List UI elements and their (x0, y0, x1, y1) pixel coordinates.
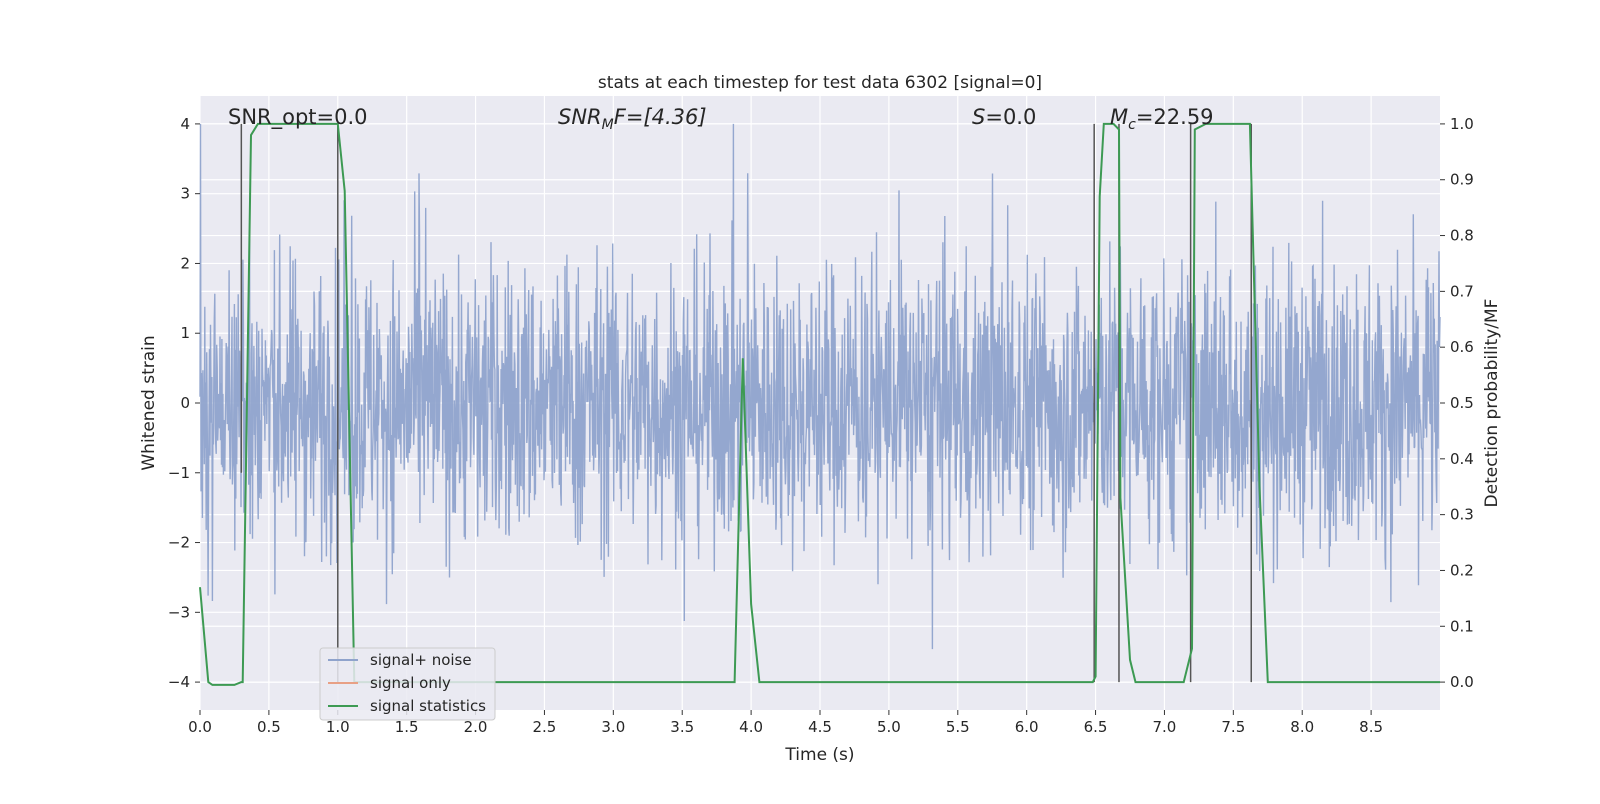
legend: signal+ noise signal only signal statist… (319, 647, 496, 721)
x-tick-label: 3.5 (670, 718, 694, 736)
signal-noise-line (199, 123, 1441, 650)
annotation-s-label: S (972, 105, 985, 129)
y2-tick-label: 0.2 (1450, 561, 1474, 579)
chart-title: stats at each timestep for test data 630… (598, 73, 1042, 93)
signal-statistics-line (199, 122, 1440, 686)
x-tick-label: 5.5 (946, 718, 970, 736)
tick-labels: 0.0 0.5 1.0 1.5 2.0 2.5 3.0 3.5 4.0 4.5 5.0 5.5 6.0 6… (168, 115, 1474, 736)
y2-tick-label: 0.5 (1450, 394, 1474, 412)
y2-tick-label: 0.0 (1450, 673, 1474, 691)
x-axis-label: Time (s) (784, 745, 854, 765)
y2-tick-label: 1.0 (1450, 115, 1474, 133)
x-tick-label: 7.0 (1153, 718, 1177, 736)
legend-label-signal-statistics: signal statistics (370, 697, 486, 715)
annotation-snr-mf-rest: F=[4.36] (614, 105, 707, 129)
y-tick-label: −1 (168, 464, 190, 482)
annotation-mc-sub: c (1128, 117, 1136, 133)
annotation-mc-main: M (1110, 105, 1128, 129)
y-tick-label: −4 (168, 673, 190, 691)
annotation-s: S=0.0 (972, 105, 1036, 129)
x-tick-label: 3.0 (601, 718, 625, 736)
x-tick-label: 1.5 (395, 718, 419, 736)
y-tick-label: −2 (168, 534, 190, 552)
x-tick-label: 6.5 (1084, 718, 1108, 736)
y-tick-label: −3 (168, 603, 190, 621)
legend-label-signal-noise: signal+ noise (370, 651, 472, 669)
y2-tick-label: 0.3 (1450, 506, 1474, 524)
x-tick-label: 1.0 (326, 718, 350, 736)
y2-axis-label: Detection probability/MF (1482, 299, 1502, 508)
x-tick-label: 5.0 (877, 718, 901, 736)
legend-label-signal-only: signal only (370, 674, 451, 692)
annotation-mc: Mc=22.59 (1110, 105, 1214, 133)
x-tick-label: 4.0 (739, 718, 763, 736)
x-tick-label: 8.5 (1359, 718, 1383, 736)
annotation-snr-mf-main: SNR (558, 105, 602, 129)
y2-tick-label: 0.4 (1450, 450, 1474, 468)
annotation-s-rest: =0.0 (985, 105, 1036, 129)
y-tick-label: 3 (180, 185, 190, 203)
x-tick-label: 0.0 (188, 718, 212, 736)
x-tick-label: 2.0 (464, 718, 488, 736)
annotation-mc-rest: =22.59 (1136, 105, 1214, 129)
y2-tick-label: 0.6 (1450, 338, 1474, 356)
y-tick-label: 4 (180, 115, 190, 133)
annotation-snr-mf: SNRMF=[4.36] (558, 105, 707, 133)
y-tick-label: 2 (180, 254, 190, 272)
y2-tick-label: 0.9 (1450, 171, 1474, 189)
y-tick-label: 1 (180, 324, 190, 342)
annotation-snr-opt: SNR_opt=0.0 (228, 105, 368, 130)
y2-tick-label: 0.8 (1450, 227, 1474, 245)
x-tick-label: 7.5 (1221, 718, 1245, 736)
y2-tick-label: 0.1 (1450, 617, 1474, 635)
series-signal-statistics (199, 122, 1440, 686)
x-tick-label: 6.0 (1015, 718, 1039, 736)
x-tick-label: 0.5 (257, 718, 281, 736)
y-tick-label: 0 (180, 394, 190, 412)
legend-box (319, 647, 496, 721)
annotation-snr-mf-sub: M (602, 117, 614, 133)
series-signal-noise (199, 123, 1441, 650)
y-axis-label: Whitened strain (139, 335, 159, 470)
x-tick-label: 2.5 (533, 718, 557, 736)
x-tick-label: 4.5 (808, 718, 832, 736)
x-tick-label: 8.0 (1290, 718, 1314, 736)
y2-tick-label: 0.7 (1450, 282, 1474, 300)
